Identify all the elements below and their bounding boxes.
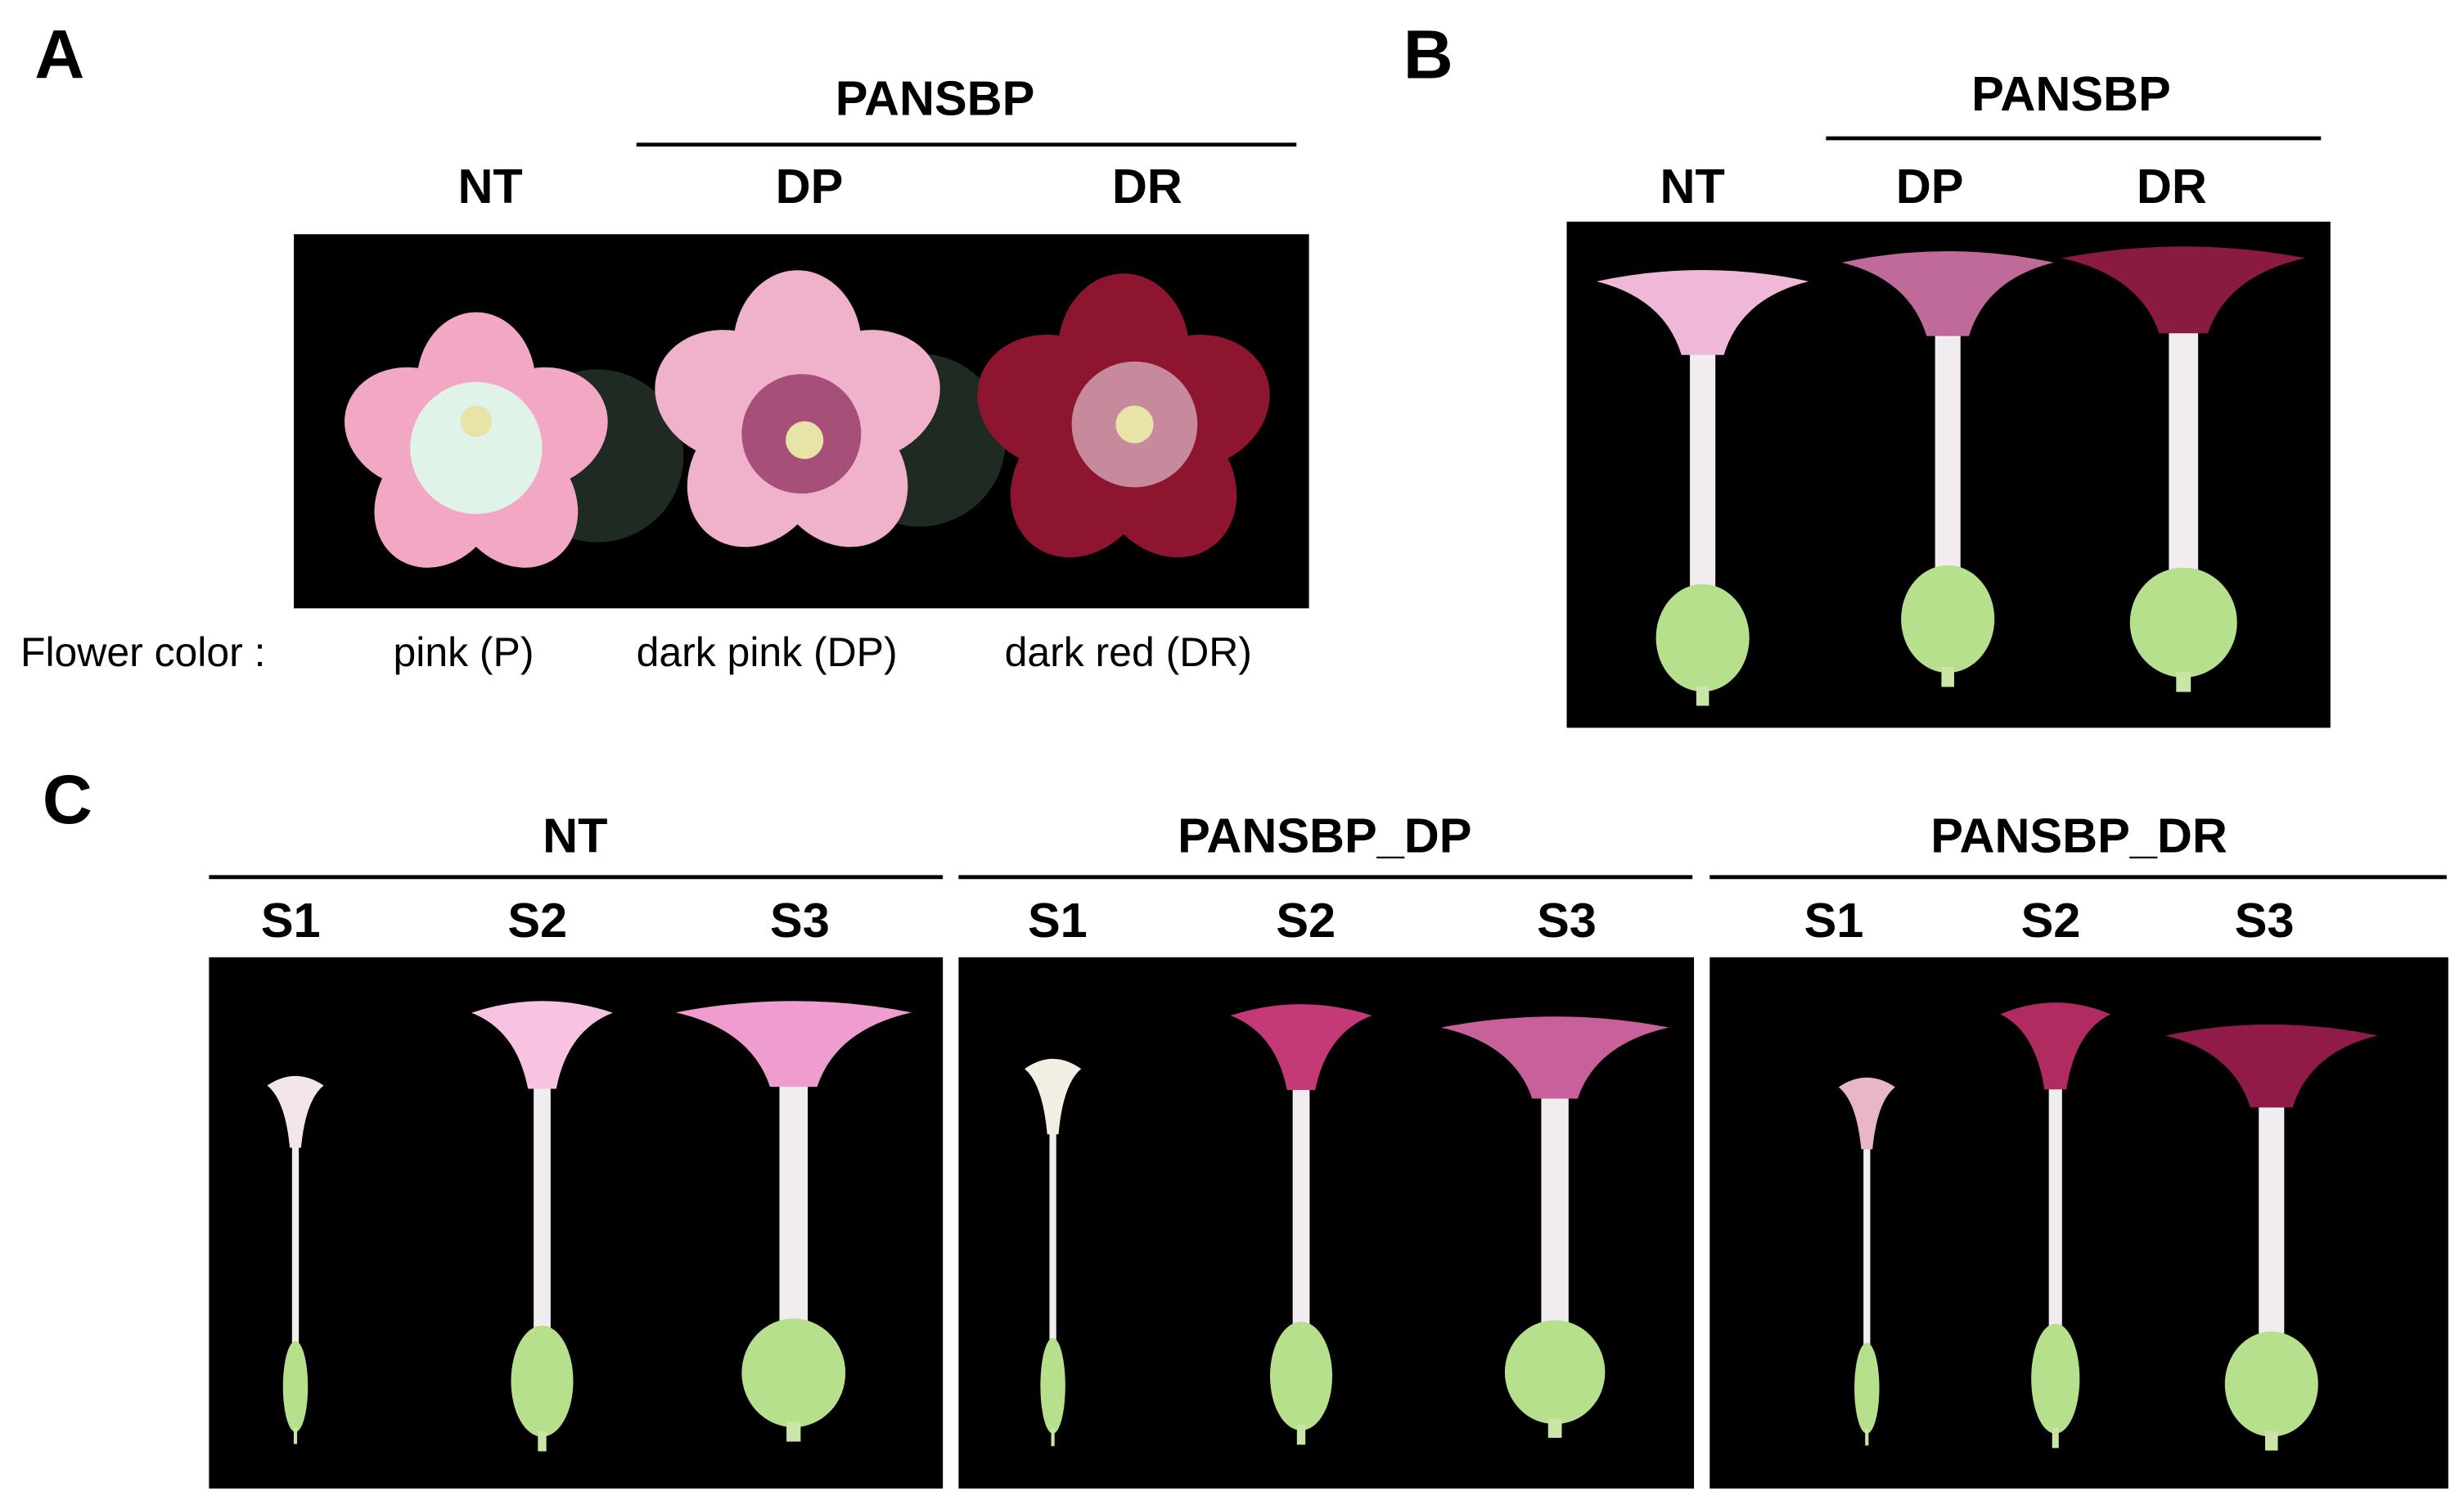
stage-label: S3 [2235,893,2295,948]
stage-label: S1 [261,893,321,948]
stage-label: S2 [2021,893,2081,948]
panel-label: B [1403,16,1453,92]
panel-label: C [43,761,92,838]
flower-color: dark red (DR) [1005,629,1252,675]
group-header: NT [543,808,607,863]
group-header: PANSBP [1971,66,2171,121]
column-label: NT [1660,159,1724,214]
stage-label: S2 [507,893,567,948]
stage-label: S1 [1028,893,1088,948]
flower-color: dark pink (DP) [637,629,898,675]
group-header: PANSBP_DR [1930,808,2228,863]
panel-c: C NT S1 S2 S3 PANSBP_DP S1 S2 S3 PANSBP_… [43,761,2448,1489]
stage-label: S1 [1804,893,1864,948]
panel-a: A PANSBP NT DP DR Flower color : pink (P… [20,16,1309,675]
stage-label: S3 [770,893,830,948]
flower-color: pink (P) [393,629,534,675]
row-label: Flower color : [20,629,266,675]
column-label: DP [776,159,844,214]
stage-label: S2 [1276,893,1336,948]
panel-b: B PANSBP NT DP DR [1403,16,2331,728]
column-label: DP [1896,159,1964,214]
column-label: NT [457,159,522,214]
stage-label: S3 [1537,893,1597,948]
column-label: DR [2137,159,2207,214]
flower-photo [328,270,1288,593]
group-header: PANSBP_DP [1178,808,1471,863]
group-header: PANSBP [836,71,1035,126]
panel-label: A [34,16,84,92]
column-label: DR [1112,159,1182,214]
